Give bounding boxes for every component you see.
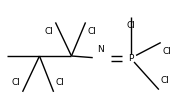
Text: Cl: Cl: [163, 47, 171, 56]
Text: Cl: Cl: [45, 27, 54, 36]
Text: Cl: Cl: [12, 78, 21, 87]
Text: Cl: Cl: [55, 78, 64, 87]
Text: Cl: Cl: [87, 27, 96, 36]
Text: Cl: Cl: [126, 21, 135, 30]
Text: N: N: [97, 45, 104, 54]
Text: P: P: [128, 54, 133, 63]
Text: Cl: Cl: [161, 76, 170, 85]
